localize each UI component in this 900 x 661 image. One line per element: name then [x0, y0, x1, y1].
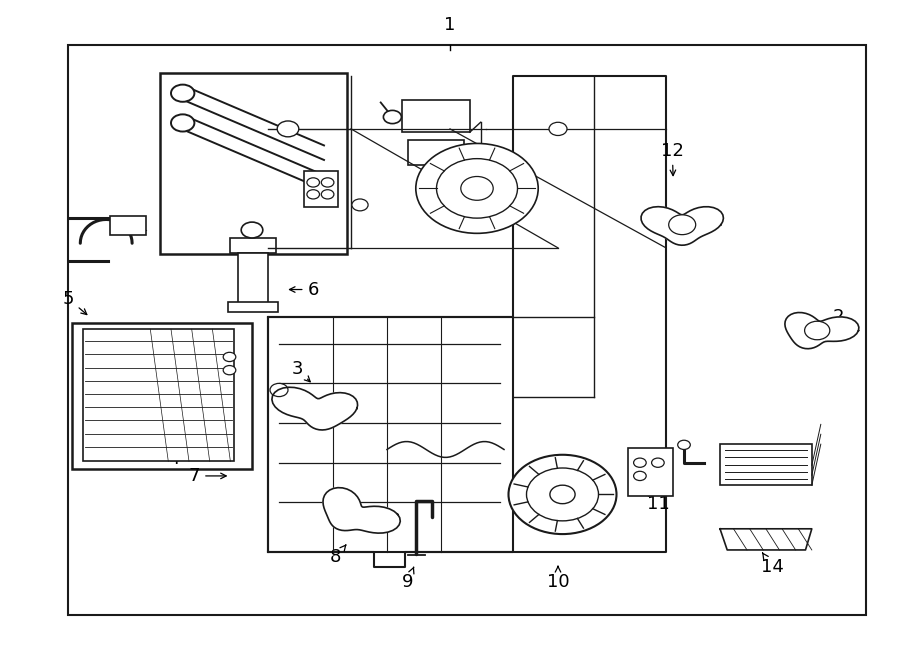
- Text: 1: 1: [445, 16, 455, 34]
- Circle shape: [321, 190, 334, 199]
- Text: 4: 4: [158, 450, 179, 469]
- Circle shape: [307, 178, 320, 187]
- Circle shape: [678, 440, 690, 449]
- Polygon shape: [272, 387, 357, 430]
- Text: 5: 5: [63, 290, 86, 315]
- Circle shape: [270, 383, 288, 397]
- Text: 8: 8: [330, 545, 346, 566]
- Circle shape: [171, 114, 194, 132]
- Circle shape: [526, 468, 598, 521]
- Text: 13: 13: [775, 450, 802, 474]
- Circle shape: [223, 366, 236, 375]
- Text: 7: 7: [189, 467, 226, 485]
- Bar: [83, 329, 234, 461]
- Circle shape: [383, 110, 401, 124]
- Circle shape: [508, 455, 616, 534]
- Polygon shape: [720, 529, 812, 550]
- Bar: [628, 448, 673, 496]
- Polygon shape: [641, 207, 724, 245]
- Circle shape: [634, 458, 646, 467]
- Circle shape: [669, 215, 696, 235]
- Circle shape: [652, 458, 664, 467]
- Bar: [304, 171, 338, 207]
- Text: 12: 12: [661, 141, 684, 176]
- Bar: [408, 140, 464, 165]
- Bar: [238, 253, 268, 304]
- Circle shape: [241, 222, 263, 238]
- Circle shape: [436, 159, 518, 218]
- Polygon shape: [785, 313, 859, 349]
- Circle shape: [416, 143, 538, 233]
- Circle shape: [634, 471, 646, 481]
- Bar: [72, 323, 252, 469]
- Circle shape: [549, 122, 567, 136]
- Polygon shape: [268, 76, 666, 317]
- Bar: [68, 45, 866, 615]
- Text: 11: 11: [646, 490, 670, 513]
- Text: 3: 3: [292, 360, 310, 382]
- Text: 2: 2: [822, 308, 844, 336]
- Circle shape: [352, 199, 368, 211]
- Bar: [402, 100, 470, 132]
- Polygon shape: [268, 317, 513, 552]
- Polygon shape: [323, 488, 400, 533]
- Text: 6: 6: [290, 280, 319, 299]
- Bar: [110, 216, 146, 235]
- Circle shape: [277, 121, 299, 137]
- Bar: [228, 302, 278, 312]
- Text: 10: 10: [546, 566, 570, 591]
- Text: 9: 9: [402, 567, 414, 591]
- Circle shape: [307, 190, 320, 199]
- Bar: [230, 238, 276, 253]
- Bar: [160, 73, 347, 254]
- Polygon shape: [268, 76, 666, 567]
- Bar: [720, 444, 812, 485]
- Circle shape: [461, 176, 493, 200]
- Circle shape: [321, 178, 334, 187]
- Circle shape: [805, 321, 830, 340]
- Circle shape: [171, 85, 194, 102]
- Circle shape: [550, 485, 575, 504]
- Circle shape: [223, 352, 236, 362]
- Text: 14: 14: [760, 553, 784, 576]
